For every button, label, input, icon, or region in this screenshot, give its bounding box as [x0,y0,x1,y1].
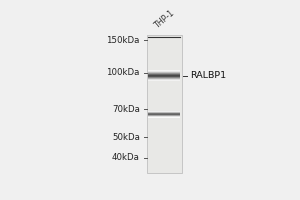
Bar [148,75,181,76]
Bar [148,80,181,81]
Bar [148,117,181,118]
Bar [148,73,181,74]
Text: THP-1: THP-1 [152,9,176,31]
Bar [148,114,181,115]
Bar [148,113,181,114]
Bar [148,79,181,80]
Text: RALBP1: RALBP1 [190,71,226,80]
Bar [148,111,181,112]
Bar [148,77,181,78]
Bar [148,78,181,79]
Bar [148,74,181,75]
Bar [148,114,181,115]
Bar [148,113,181,114]
Bar [148,112,181,113]
Text: 100kDa: 100kDa [106,68,140,77]
Text: 50kDa: 50kDa [112,133,140,142]
Bar [148,112,181,113]
Text: 150kDa: 150kDa [106,36,140,45]
Bar [148,72,181,73]
Text: 70kDa: 70kDa [112,105,140,114]
Bar [147,35,182,173]
Text: 40kDa: 40kDa [112,153,140,162]
Bar [148,70,181,71]
Bar [148,80,181,81]
Bar [148,76,181,77]
Bar [148,116,181,117]
Bar [148,115,181,116]
Bar [148,78,181,79]
Bar [148,74,181,75]
Bar [148,71,181,72]
Bar [148,76,181,77]
Bar [148,111,181,112]
Bar [148,73,181,74]
Bar [148,71,181,72]
Bar [148,116,181,117]
Bar [148,115,181,116]
